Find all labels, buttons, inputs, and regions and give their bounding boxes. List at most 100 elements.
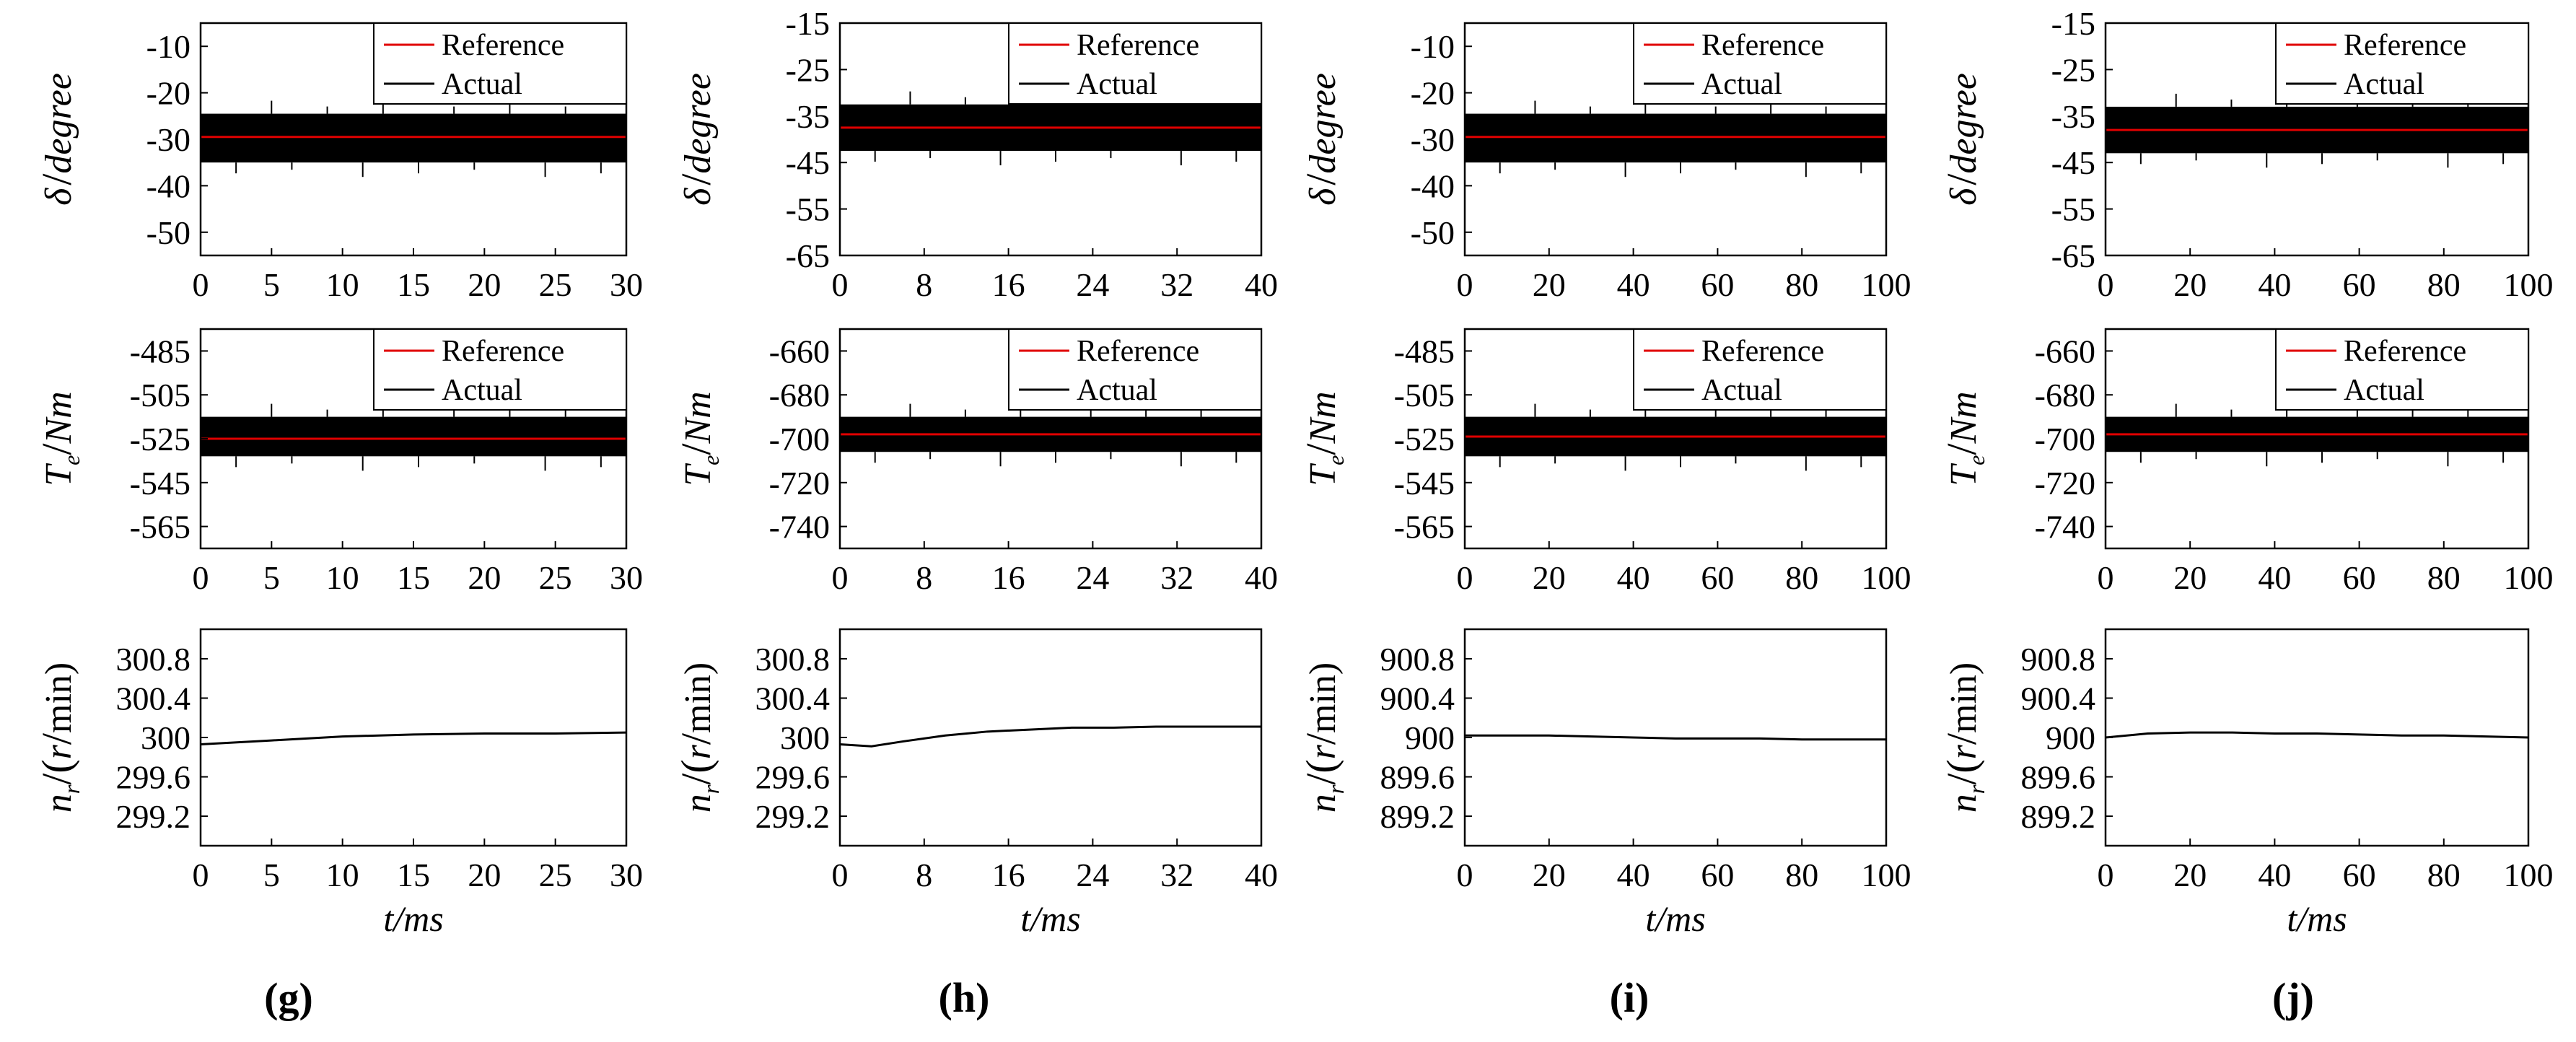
x-tick-label: 16 — [992, 266, 1025, 303]
panel-label-h: (h) — [939, 974, 990, 1021]
legend: Reference Actual — [1633, 328, 1887, 411]
chart-h-torque: -740 -720 -700 -680 -660 0 8 16 24 32 40 Te/Nm Refer… — [673, 328, 1278, 596]
x-tick-label: 0 — [193, 266, 209, 303]
x-tick-label: 40 — [1245, 857, 1278, 893]
y-tick-label: -720 — [2035, 465, 2095, 502]
x-axis-label: t/ms — [1020, 898, 1080, 939]
y-tick-label: -565 — [1394, 509, 1455, 546]
x-tick-label: 80 — [2427, 857, 2461, 893]
x-axis-label: t/ms — [1645, 898, 1705, 939]
x-tick-label: 40 — [1617, 266, 1650, 303]
legend-label-reference: Reference — [442, 29, 564, 62]
y-tick-label: -15 — [2051, 5, 2095, 42]
x-tick-label: 40 — [2258, 266, 2291, 303]
panel-label-g: (g) — [264, 974, 313, 1021]
chart-h-delta: -65 -55 -45 -35 -25 -15 0 8 16 24 32 40 δ/degree Refe… — [673, 5, 1278, 303]
actual-band — [1466, 113, 1885, 163]
x-tick-label: 20 — [2173, 559, 2207, 596]
y-tick-label: -65 — [786, 237, 830, 274]
y-tick-label: -20 — [146, 75, 190, 112]
x-tick-label: 25 — [539, 559, 572, 596]
y-tick-label: -20 — [1411, 75, 1455, 112]
legend: Reference Actual — [1008, 22, 1262, 105]
panel-label-i: (i) — [1610, 974, 1650, 1021]
y-tick-label: 900.8 — [2021, 641, 2096, 678]
legend-box — [2275, 328, 2529, 411]
series-speed — [2105, 731, 2529, 739]
legend-label-actual: Actual — [2344, 68, 2424, 101]
y-tick-label: 899.6 — [2021, 759, 2096, 796]
x-tick-label: 60 — [2343, 857, 2376, 893]
x-axis-label: t/ms — [2287, 898, 2347, 939]
x-tick-label: 5 — [263, 559, 280, 596]
x-axis-label: t/ms — [383, 898, 443, 939]
x-tick-label: 0 — [2098, 266, 2114, 303]
y-tick-label: -30 — [1411, 121, 1455, 158]
x-tick-label: 80 — [2427, 559, 2461, 596]
charts-layer: -50 -40 -30 -20 -10 0 5 10 15 20 25 30 δ/degree Refer… — [33, 5, 2554, 939]
x-tick-label: 5 — [263, 857, 280, 893]
y-tick-label: -45 — [786, 144, 830, 181]
x-tick-label: 100 — [2504, 266, 2554, 303]
y-tick-label: 300.4 — [116, 680, 191, 717]
y-tick-label: 299.6 — [116, 759, 191, 796]
y-tick-label: 900 — [1405, 719, 1455, 756]
legend-box — [1633, 328, 1887, 411]
x-tick-label: 8 — [916, 266, 932, 303]
legend-label-actual: Actual — [442, 374, 522, 407]
y-tick-label: -55 — [786, 191, 830, 228]
y-axis-label: nr/(r/min) — [673, 662, 724, 813]
y-tick-label: 899.2 — [1380, 798, 1455, 835]
y-tick-label: -700 — [769, 421, 830, 457]
y-axis-label: δ/degree — [1938, 73, 1985, 206]
y-tick-label: 299.6 — [755, 759, 831, 796]
x-tick-label: 0 — [1457, 266, 1473, 303]
x-tick-label: 80 — [1785, 559, 1818, 596]
x-tick-label: 0 — [1457, 559, 1473, 596]
y-axis-label: δ/degree — [673, 73, 719, 206]
x-tick-label: 20 — [468, 857, 501, 893]
x-tick-label: 0 — [2098, 857, 2114, 893]
legend-label-actual: Actual — [1077, 374, 1157, 407]
panel-labels: (g) (h) (i) (j) — [264, 974, 2314, 1021]
y-tick-label: -545 — [1394, 465, 1455, 502]
y-tick-label: -680 — [769, 377, 830, 413]
x-tick-label: 32 — [1160, 559, 1193, 596]
y-tick-label: 300.8 — [116, 641, 191, 678]
x-tick-label: 20 — [2173, 266, 2207, 303]
x-tick-label: 60 — [2343, 559, 2376, 596]
x-tick-label: 100 — [2504, 559, 2554, 596]
x-tick-label: 15 — [397, 266, 430, 303]
y-tick-label: -660 — [2035, 333, 2095, 369]
axes-frame — [838, 628, 1263, 847]
axes-frame — [199, 628, 628, 847]
x-tick-label: 32 — [1160, 266, 1193, 303]
y-tick-label: -10 — [146, 28, 190, 65]
chart-j-delta: -65 -55 -45 -35 -25 -15 0 20 40 60 80 100 δ/degree Re… — [1938, 5, 2554, 303]
y-tick-label: 300.4 — [755, 680, 831, 717]
x-tick-label: 8 — [916, 857, 932, 893]
legend: Reference Actual — [1633, 22, 1887, 105]
legend-label-actual: Actual — [1077, 68, 1157, 101]
y-tick-label: -15 — [786, 5, 830, 42]
x-tick-label: 40 — [2258, 559, 2291, 596]
x-tick-label: 100 — [1862, 857, 1911, 893]
x-tick-label: 20 — [468, 559, 501, 596]
y-tick-label: 899.6 — [1380, 759, 1455, 796]
legend-label-actual: Actual — [1701, 374, 1782, 407]
x-tick-label: 0 — [193, 559, 209, 596]
x-tick-label: 20 — [1533, 266, 1566, 303]
actual-band — [201, 416, 626, 457]
y-tick-label: -680 — [2035, 377, 2095, 413]
x-tick-label: 0 — [193, 857, 209, 893]
legend-label-reference: Reference — [1077, 29, 1199, 62]
x-tick-label: 8 — [916, 559, 932, 596]
y-tick-label: -40 — [1411, 167, 1455, 204]
x-tick-label: 30 — [610, 266, 643, 303]
y-tick-label: -565 — [130, 509, 190, 546]
y-tick-label: -660 — [769, 333, 830, 369]
y-tick-label: 900.4 — [2021, 680, 2096, 717]
y-tick-label: 899.2 — [2021, 798, 2096, 835]
y-tick-label: 300.8 — [755, 641, 831, 678]
